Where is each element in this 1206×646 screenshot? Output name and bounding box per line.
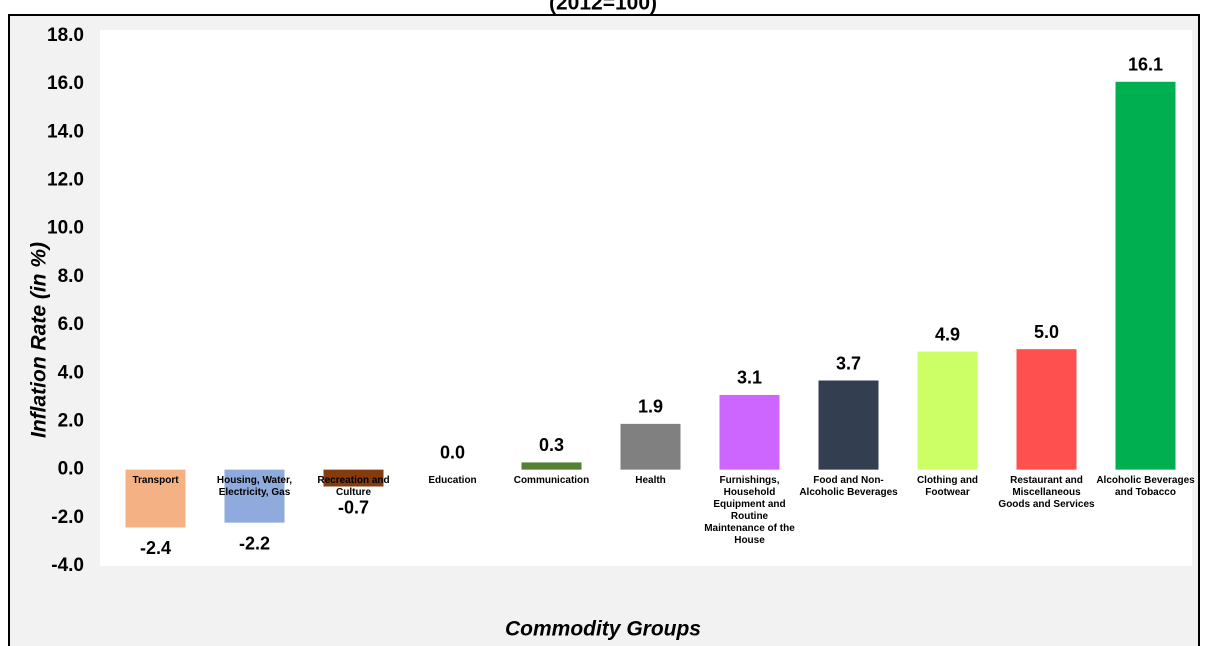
bar xyxy=(620,423,681,470)
x-tick-label: Furnishings, Household Equipment and Rou… xyxy=(704,474,795,546)
x-tick-label: Education xyxy=(428,474,477,486)
x-tick-label-box: Restaurant and Miscellaneous Goods and S… xyxy=(998,474,1095,510)
x-tick-label-box: Alcoholic Beverages and Tobacco xyxy=(1096,474,1195,498)
y-tick-label: 2.0 xyxy=(58,410,84,431)
y-axis-title: Inflation Rate (in %) xyxy=(28,242,51,438)
x-tick-label: Transport xyxy=(132,474,179,486)
y-tick-label: 16.0 xyxy=(47,73,84,94)
value-label: 0.3 xyxy=(539,435,564,455)
x-tick-label: Clothing and Footwear xyxy=(916,474,979,498)
x-tick-label-box: Recreation and Culture xyxy=(317,474,390,498)
bar xyxy=(1115,81,1176,470)
value-label: 5.0 xyxy=(1034,322,1059,342)
value-label: -0.7 xyxy=(338,497,369,517)
value-label: 0.0 xyxy=(440,442,465,462)
value-label: 3.1 xyxy=(737,368,762,388)
x-tick-label-box: Health xyxy=(635,474,666,486)
value-label: 16.1 xyxy=(1128,55,1163,75)
x-tick-label: Restaurant and Miscellaneous Goods and S… xyxy=(998,474,1095,510)
bar xyxy=(719,394,780,470)
x-axis-title: Commodity Groups xyxy=(505,618,701,641)
value-label: 1.9 xyxy=(638,397,663,417)
y-tick-label: 8.0 xyxy=(58,266,84,287)
x-tick-label: Housing, Water, Electricity, Gas xyxy=(216,474,293,498)
x-tick-label-box: Housing, Water, Electricity, Gas xyxy=(216,474,293,498)
y-tick-label: 10.0 xyxy=(47,218,84,239)
bar xyxy=(917,351,978,470)
x-tick-label-box: Education xyxy=(428,474,477,486)
y-tick-label: -4.0 xyxy=(51,555,84,576)
x-tick-label-box: Food and Non-Alcoholic Beverages xyxy=(799,474,898,498)
value-label: -2.2 xyxy=(239,533,270,553)
x-tick-label: Recreation and Culture xyxy=(317,474,390,498)
value-label: -2.4 xyxy=(140,538,171,558)
y-tick-label: 12.0 xyxy=(47,170,84,191)
x-tick-label-box: Transport xyxy=(132,474,179,486)
x-tick-label: Alcoholic Beverages and Tobacco xyxy=(1096,474,1195,498)
x-tick-label-box: Clothing and Footwear xyxy=(916,474,979,498)
y-tick-label: 0.0 xyxy=(58,459,84,480)
bar xyxy=(818,380,879,470)
x-tick-label-box: Furnishings, Household Equipment and Rou… xyxy=(704,474,795,546)
x-tick-label: Communication xyxy=(513,474,590,486)
x-tick-label: Food and Non-Alcoholic Beverages xyxy=(799,474,898,498)
y-tick-label: -2.0 xyxy=(51,507,84,528)
chart-title: (2012=100) xyxy=(549,0,657,15)
bar xyxy=(521,462,582,470)
bar xyxy=(1016,349,1077,470)
bar xyxy=(224,469,285,523)
bar xyxy=(125,469,186,528)
value-label: 4.9 xyxy=(935,324,960,344)
y-tick-label: 14.0 xyxy=(47,121,84,142)
y-tick-label: 4.0 xyxy=(58,362,84,383)
bar xyxy=(323,469,384,487)
y-tick-label: 6.0 xyxy=(58,314,84,335)
x-tick-label: Health xyxy=(635,474,666,486)
value-label: 3.7 xyxy=(836,353,861,373)
y-tick-label: 18.0 xyxy=(47,25,84,46)
x-tick-label-box: Communication xyxy=(513,474,590,486)
